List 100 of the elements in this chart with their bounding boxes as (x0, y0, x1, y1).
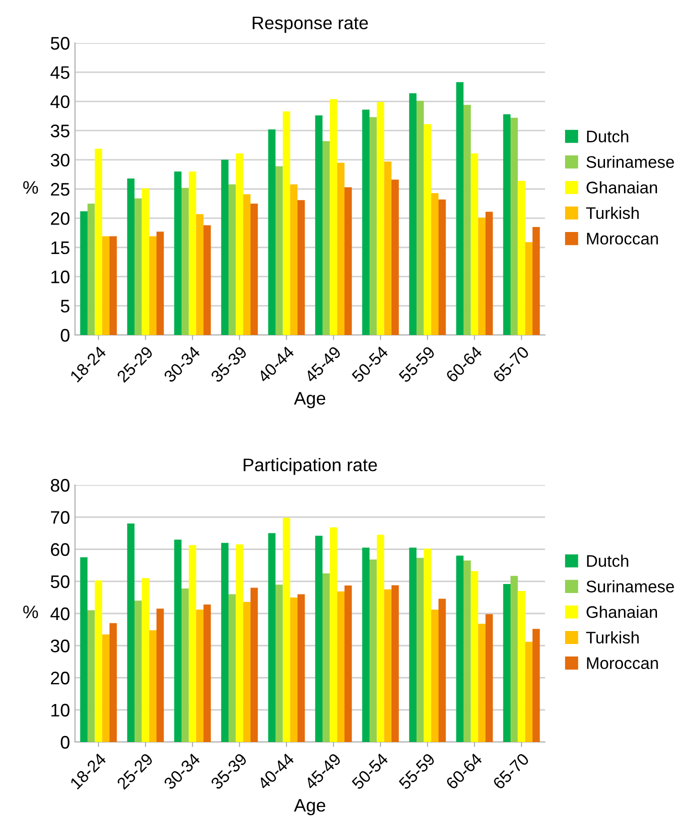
bar (156, 608, 164, 742)
y-tick-label: 40 (50, 607, 70, 620)
y-tick-label: 0 (60, 328, 70, 342)
legend-label: Dutch (587, 554, 628, 567)
bar (315, 536, 322, 742)
y-axis-title: % (23, 181, 38, 194)
bar (438, 598, 446, 742)
bar (503, 584, 510, 742)
bar (486, 212, 493, 335)
bar (362, 548, 370, 742)
bar (110, 623, 117, 742)
bar (384, 589, 392, 742)
bar (268, 533, 276, 742)
bar (127, 178, 134, 335)
legend-label: Turkish (586, 206, 639, 220)
bar (94, 148, 102, 335)
bar (322, 141, 330, 335)
bar (337, 162, 344, 335)
bar (142, 188, 150, 335)
y-tick-label: 20 (50, 672, 70, 684)
y-tick-label: 15 (51, 242, 70, 254)
bar (102, 634, 110, 742)
bar (80, 211, 88, 335)
bar (298, 200, 305, 335)
bar (376, 534, 384, 742)
y-tick-label: 10 (51, 270, 70, 284)
bar (532, 628, 540, 742)
bar (456, 82, 464, 335)
bar (134, 600, 142, 742)
y-tick-label: 5 (60, 300, 70, 313)
bar (392, 180, 399, 335)
bar (282, 111, 290, 335)
bar (88, 204, 95, 335)
bar (221, 542, 228, 742)
bar (424, 124, 432, 335)
bar (464, 560, 471, 742)
y-tick-label: 30 (50, 154, 70, 167)
bar (236, 544, 244, 742)
bar (525, 642, 532, 742)
y-tick-label: 40 (50, 95, 70, 108)
x-axis-title: Age (294, 392, 326, 408)
bar (236, 153, 244, 335)
bar (142, 578, 150, 742)
bar (243, 602, 250, 742)
bar (228, 594, 236, 742)
legend-label: Ghanaian (586, 606, 657, 618)
legend-label: Dutch (587, 130, 628, 142)
bar (268, 129, 276, 335)
bar (134, 198, 142, 335)
bar (250, 204, 258, 335)
y-tick-label: 20 (50, 212, 70, 225)
y-tick-label: 10 (51, 704, 70, 717)
x-axis-title: Age (294, 799, 326, 816)
bar (486, 614, 493, 742)
bar (416, 558, 424, 742)
bar (431, 610, 438, 742)
bar (478, 218, 486, 335)
y-tick-label: 60 (50, 543, 70, 556)
bar (424, 548, 432, 742)
y-tick-label: 35 (50, 124, 70, 138)
bar (510, 576, 518, 742)
bar (362, 110, 370, 335)
y-axis-title: % (23, 606, 38, 618)
bar (384, 162, 392, 335)
bar (344, 586, 352, 742)
bar (470, 571, 478, 742)
bar (337, 591, 344, 742)
bar (188, 171, 196, 335)
bar (322, 573, 330, 742)
bar (282, 518, 290, 742)
chart-title: Participation rate (244, 458, 377, 475)
bar (290, 597, 298, 742)
y-tick-label: 25 (50, 182, 70, 196)
bar (276, 584, 283, 742)
bar (409, 93, 416, 335)
bar (188, 545, 196, 742)
bar (298, 594, 305, 742)
legend-label: Moroccan (587, 232, 658, 245)
bar (525, 242, 532, 335)
y-tick-label: 70 (50, 511, 70, 524)
bar (204, 225, 211, 335)
bar (156, 232, 164, 335)
bar (94, 580, 102, 742)
bar (174, 540, 182, 742)
bar (431, 193, 438, 335)
legend-label: Surinamese (586, 156, 674, 168)
bar (518, 180, 526, 335)
bar (80, 557, 88, 742)
bar (456, 556, 464, 742)
bar (464, 104, 471, 335)
bar (376, 102, 384, 335)
bar (276, 166, 283, 335)
bar (221, 160, 228, 335)
bar (438, 200, 446, 335)
bar (503, 114, 510, 335)
bar (470, 153, 478, 335)
legend-label: Moroccan (587, 657, 658, 670)
bar (182, 188, 189, 335)
legend-label: Ghanaian (586, 181, 657, 194)
y-tick-label: 30 (50, 640, 70, 652)
